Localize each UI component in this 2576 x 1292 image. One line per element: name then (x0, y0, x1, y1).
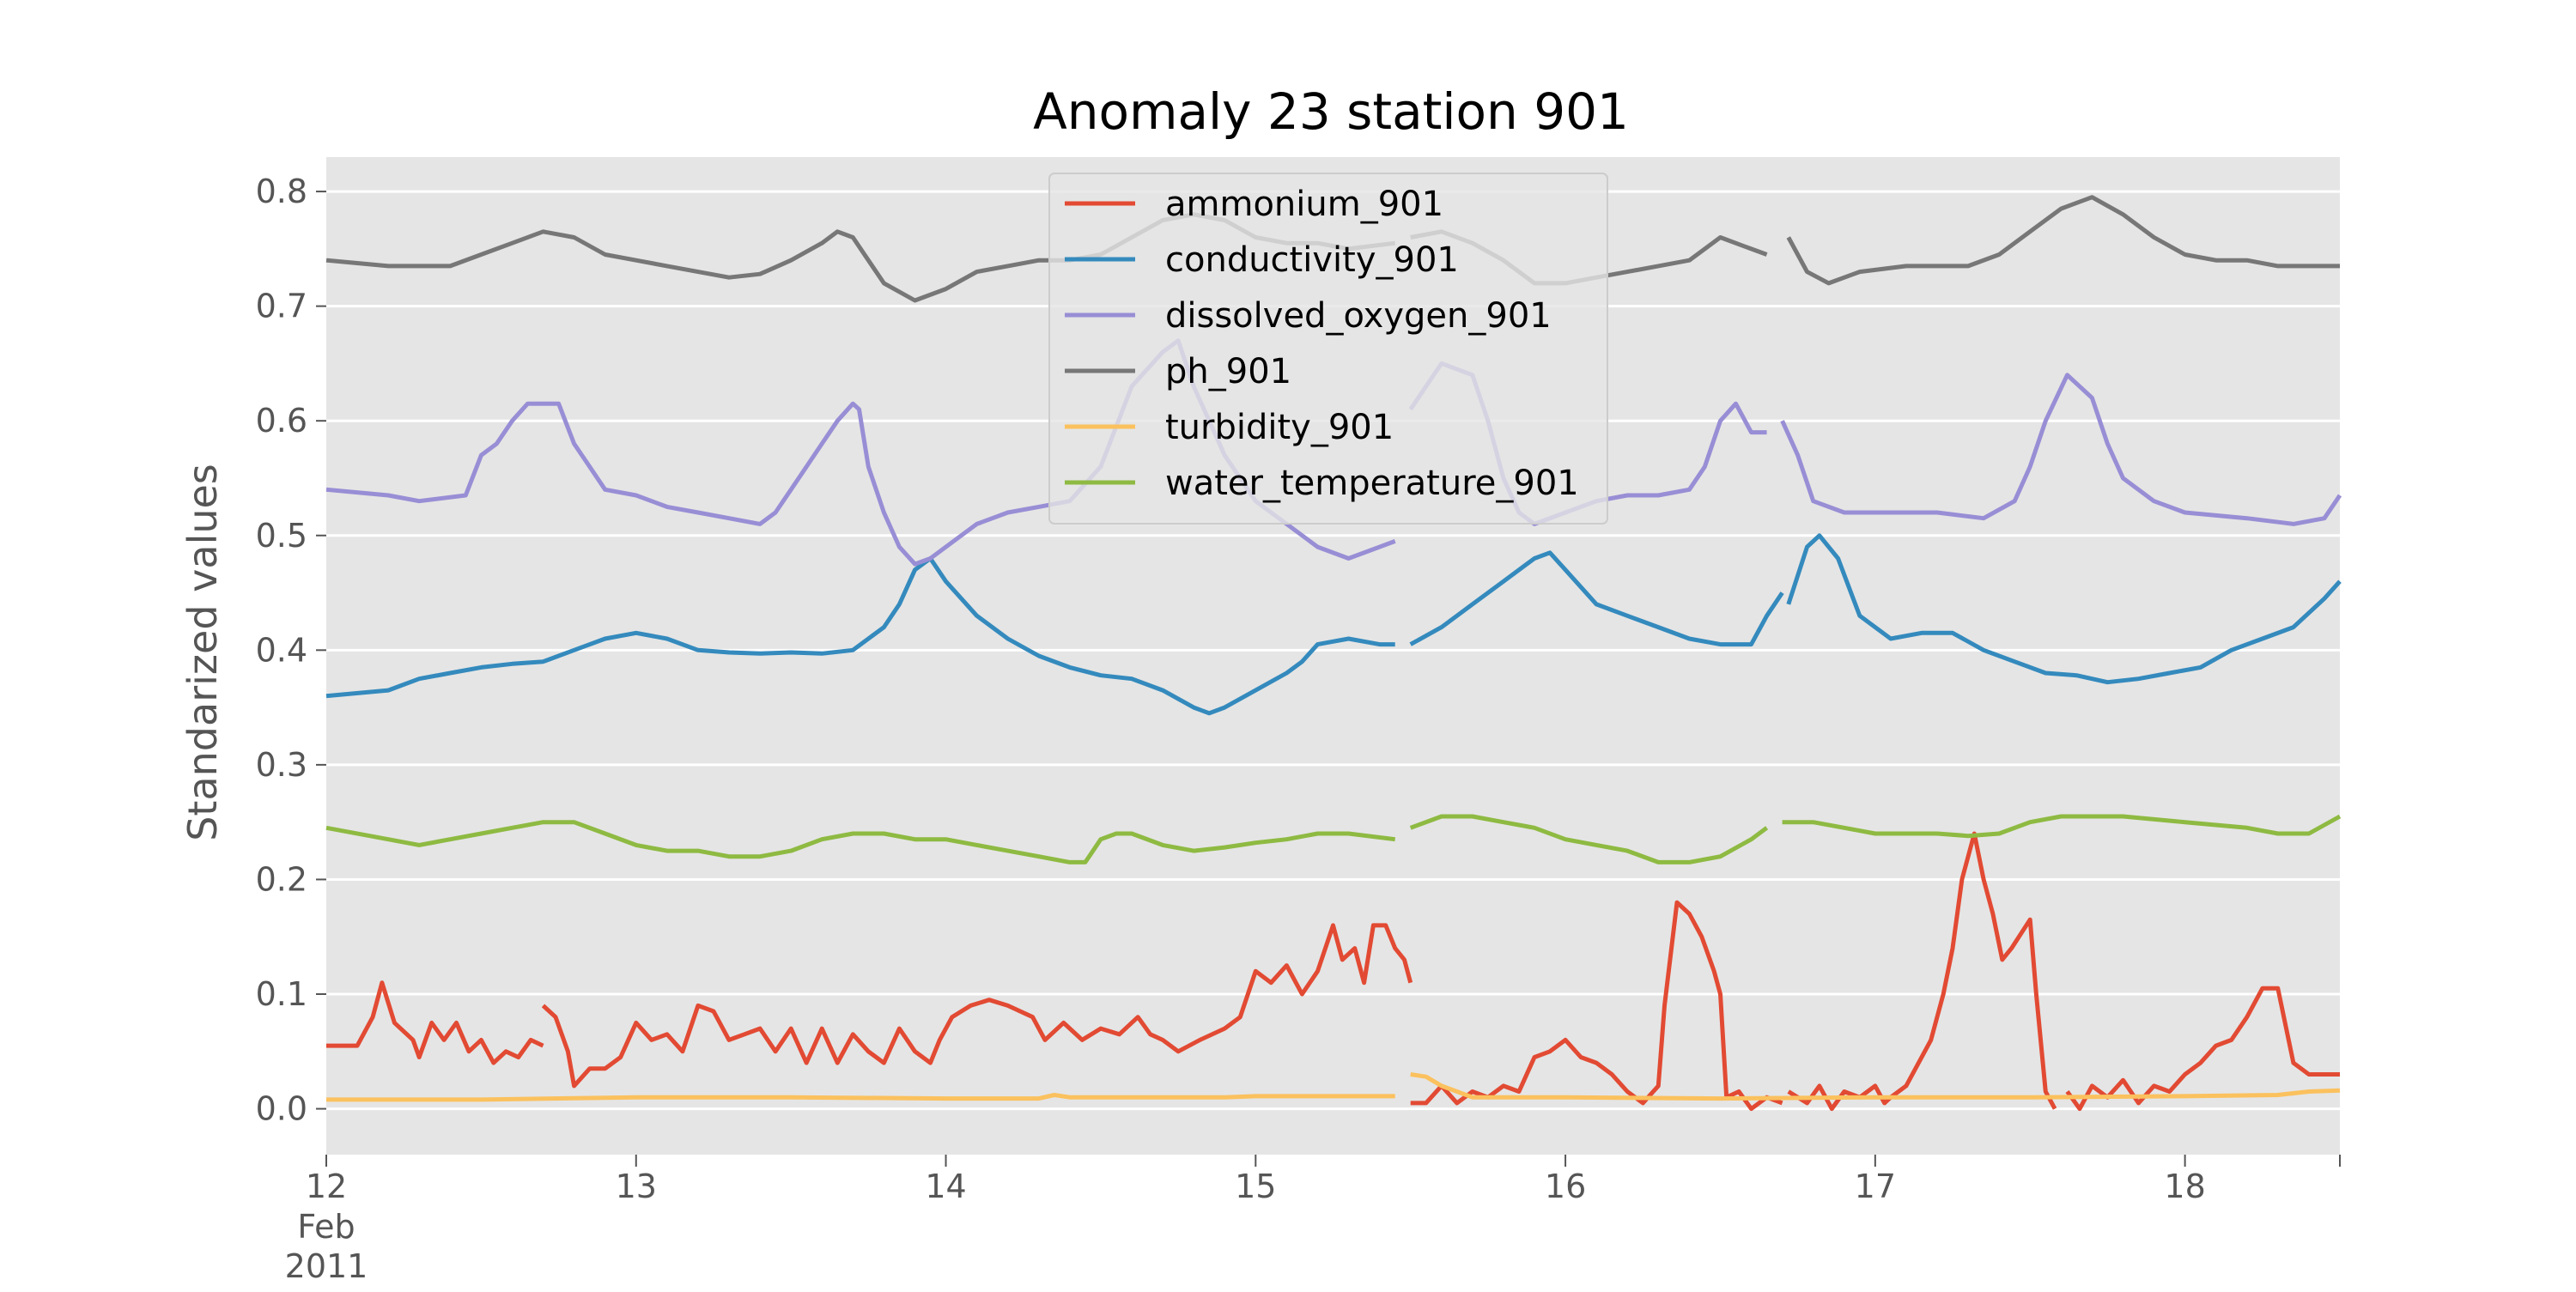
series-line-segment (326, 1093, 1395, 1102)
x-tick-label: 17 (1855, 1168, 1896, 1205)
series-line-segment (326, 980, 544, 1065)
legend-label: ph_901 (1165, 352, 1291, 391)
legend: ammonium_901 conductivity_901 dissolved_ox… (1048, 173, 1608, 525)
series-line-segment (325, 820, 1396, 864)
legend-label: dissolved_oxygen_901 (1165, 296, 1552, 336)
y-tick-label: 0.3 (256, 746, 307, 784)
y-axis-label: Standarized values (179, 464, 226, 841)
series-line-segment (1409, 550, 1784, 647)
legend-label: ammonium_901 (1165, 185, 1443, 224)
x-tick-label: 15 (1235, 1168, 1276, 1205)
series-line-segment (325, 556, 1395, 716)
x-tick-label: 12 (306, 1168, 347, 1205)
y-tick-label: 0.8 (256, 173, 307, 210)
y-tick-label: 0.0 (256, 1090, 307, 1128)
series-line-segment (1780, 373, 2342, 526)
series-line-segment (1410, 1072, 2341, 1101)
y-tick-label: 0.7 (256, 288, 307, 325)
series-line-segment (1782, 814, 2342, 839)
series-line-segment (1410, 900, 1783, 1112)
y-tick-label: 0.2 (256, 860, 307, 898)
y-tick-label: 0.4 (256, 631, 307, 669)
y-tick-label: 0.6 (256, 402, 307, 440)
y-tick-label: 0.1 (256, 975, 307, 1013)
series-line-segment (1409, 814, 1769, 864)
series-conductivity_901 (325, 533, 2342, 716)
y-tick-label: 0.5 (256, 517, 307, 555)
series-line-segment (1786, 533, 2342, 685)
x-tick-label: 16 (1545, 1168, 1586, 1205)
legend-label: turbidity_901 (1165, 408, 1394, 447)
grid-lines (326, 190, 2340, 1111)
series-line-segment (1786, 195, 2340, 286)
chart-title: Anomaly 23 station 901 (1033, 82, 1629, 141)
series-water_temperature_901 (325, 814, 2342, 864)
series-turbidity_901 (326, 1072, 2341, 1102)
x-tick-sublabel-month: Feb (297, 1208, 355, 1246)
legend-box (1048, 173, 1608, 525)
legend-label: conductivity_901 (1165, 240, 1459, 280)
series-line-segment (1787, 831, 2057, 1112)
legend-label: water_temperature_901 (1165, 464, 1579, 503)
y-axis: 0.0 0.1 0.2 0.3 0.4 0.5 0.6 0.7 0.8 (256, 173, 326, 1128)
series-line-segment (541, 923, 1413, 1089)
x-tick-sublabel-year: 2011 (285, 1247, 368, 1285)
x-tick-label: 14 (925, 1168, 966, 1205)
x-tick-label: 13 (616, 1168, 657, 1205)
x-tick-label: 18 (2164, 1168, 2205, 1205)
